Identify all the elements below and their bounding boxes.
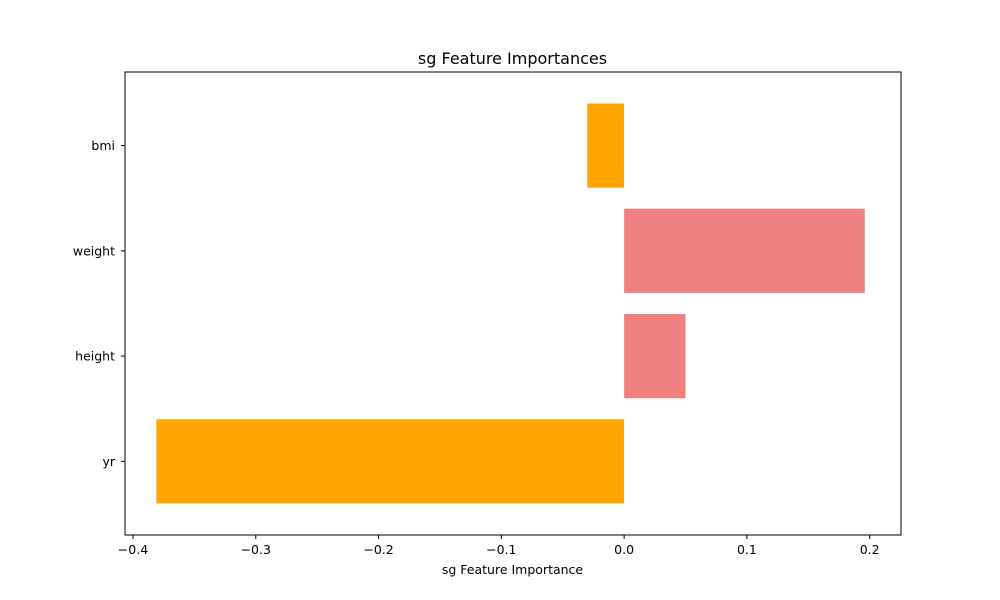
x-tick-label: 0.2 [860,542,880,557]
x-tick-label: −0.2 [363,542,393,557]
x-tick-label: 0.0 [614,542,634,557]
x-tick-label: −0.3 [241,542,271,557]
x-axis-ticks: −0.4 −0.3 −0.2 −0.1 0.0 0.1 0.2 [118,535,880,557]
y-tick-label: yr [102,454,115,469]
x-axis-label: sg Feature Importance [442,562,584,577]
y-tick-label: height [75,349,115,364]
y-axis-ticks: bmi weight height yr [73,138,125,469]
x-tick-label: −0.4 [118,542,148,557]
bars-layer [156,103,865,504]
plot-frame [124,71,902,536]
chart-title: sg Feature Importances [418,49,607,68]
y-tick-label: weight [73,243,115,258]
bar-bmi [587,103,625,188]
x-tick-label: 0.1 [737,542,757,557]
bar-weight [624,208,865,293]
bar-height [624,314,686,399]
y-tick-label: bmi [91,138,115,153]
bar-yr [156,419,625,504]
x-tick-label: −0.1 [486,542,516,557]
